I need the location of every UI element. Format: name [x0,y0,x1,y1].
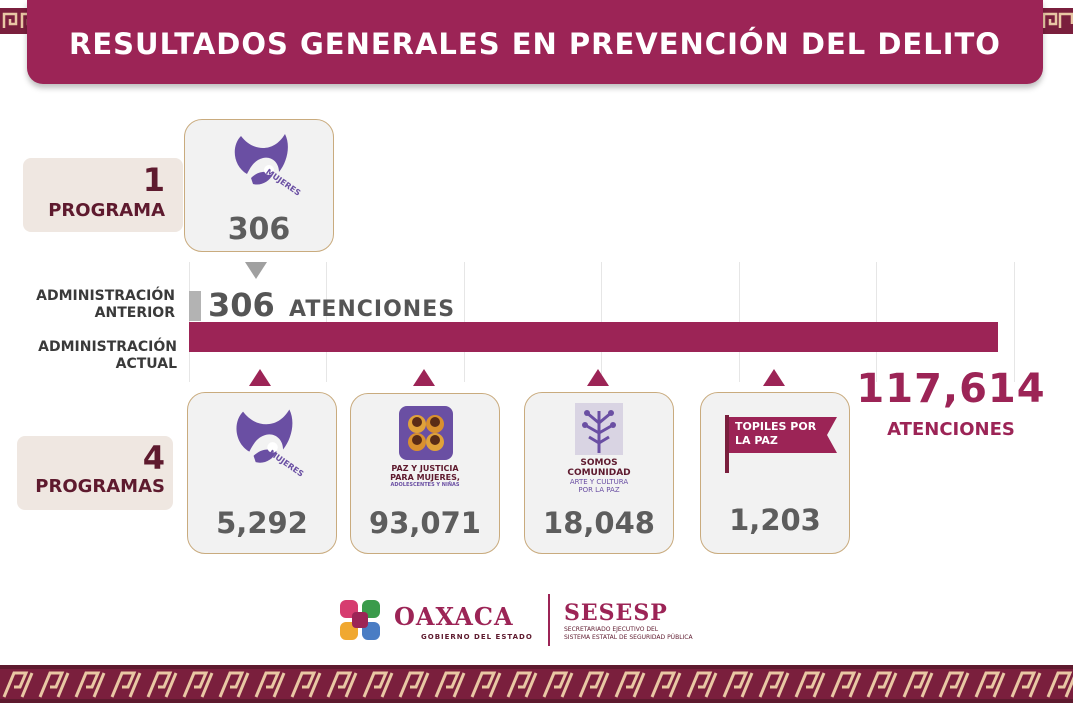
bar-prev-admin [189,291,201,321]
axis-label-current-line1: ADMINISTRACIÓN [38,339,177,355]
down-arrow-icon [245,262,267,279]
program-logo-line3: ADOLESCENTES Y NIÑAS [390,482,460,488]
dove-icon [236,409,293,463]
footer-logos: OAXACA GOBIERNO DEL ESTADO SESESP SECRET… [338,592,738,648]
axis-label-prev: ADMINISTRACIÓN ANTERIOR [10,288,175,322]
title-banner: RESULTADOS GENERALES EN PREVENCIÓN DEL D… [27,0,1043,84]
tree-icon [575,403,623,455]
program-logo-line1: TOPILES POR [735,420,817,433]
sesesp-sub-2: SISTEMA ESTATAL DE SEGURIDAD PÚBLICA [564,634,693,641]
up-arrow-icon [249,369,271,386]
axis-label-current-line2: ACTUAL [115,356,177,372]
program-logo-line2: COMUNIDAD [567,468,631,478]
total-unit: ATENCIONES [887,419,1015,440]
oaxaca-sub: GOBIERNO DEL ESTADO [421,633,533,641]
program-logo-line2: PARA MUJERES, [390,473,460,482]
program-card-topiles: TOPILES POR LA PAZ 1,203 [700,392,850,554]
prev-program-card: MUJERES 306 [184,119,334,252]
program-card-mujeres: MUJERES 5,292 [187,392,337,554]
prev-program-count-box [23,158,183,232]
axis-label-prev-line2: ANTERIOR [94,305,175,321]
prev-program-word: PROGRAMA [48,200,165,221]
oaxaca-logo-icon [340,600,380,640]
footer-divider [548,594,550,646]
program-value: 18,048 [543,506,655,540]
bar-prev-unit: ATENCIONES [289,297,456,322]
program-logo-line1: PAZ Y JUSTICIA [391,464,459,473]
program-value: 1,203 [729,503,821,537]
bar-current-admin [189,322,998,352]
flag-icon [725,415,837,473]
prev-program-value: 306 [227,212,291,247]
program-logo-line4: POR LA PAZ [578,486,620,494]
page-title: RESULTADOS GENERALES EN PREVENCIÓN DEL D… [69,27,1001,61]
current-program-count: 4 [142,439,165,477]
axis-label-current: ADMINISTRACIÓN ACTUAL [10,339,177,373]
bar-prev-value: 306 [208,286,275,324]
dove-icon [234,134,288,185]
program-logo-line3: ARTE Y CULTURA [569,478,629,486]
up-arrow-icon [763,369,785,386]
current-program-word: PROGRAMAS [35,476,165,497]
up-arrow-icon [413,369,435,386]
program-value: 93,071 [369,506,481,540]
up-arrow-icon [587,369,609,386]
program-logo-line2: LA PAZ [735,434,778,447]
axis-label-prev-line1: ADMINISTRACIÓN [36,288,175,304]
greca-pattern-icon [1040,8,1073,34]
grid-line [1014,262,1015,382]
program-card-somos-comunidad: SOMOS COMUNIDAD ARTE Y CULTURA POR LA PA… [524,392,674,554]
prev-program-count: 1 [142,161,165,199]
greca-pattern-icon [0,665,1073,703]
current-program-count-box [17,436,173,510]
program-logo-line1: SOMOS [580,458,618,468]
sesesp-sub-1: SECRETARIADO EJECUTIVO DEL [564,626,659,633]
women-faces-icon [399,406,453,460]
program-card-paz-justicia: PAZ Y JUSTICIA PARA MUJERES, ADOLESCENTE… [350,393,500,554]
top-right-greca [1040,8,1073,34]
bottom-greca [0,665,1073,703]
total-value: 117,614 [856,366,1046,412]
sesesp-name: SESESP [564,600,668,626]
oaxaca-name: OAXACA [394,602,514,631]
program-value: 5,292 [216,506,308,540]
